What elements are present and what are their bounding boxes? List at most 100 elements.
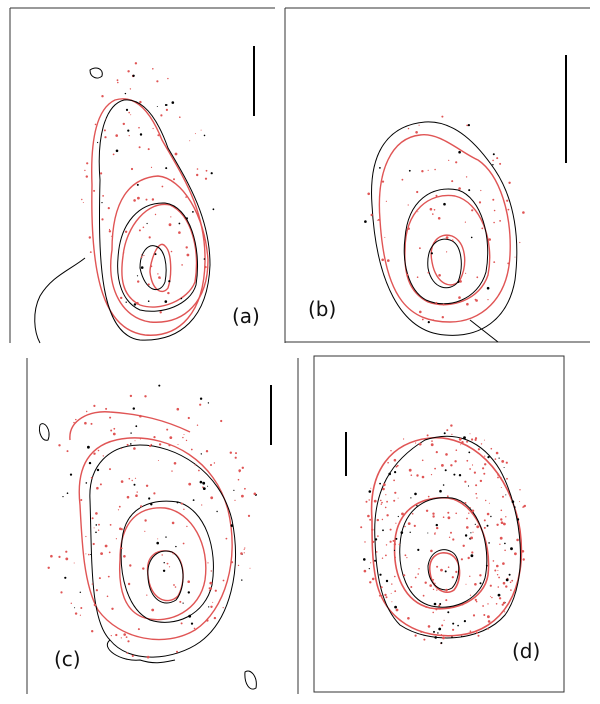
noise-dot [392, 539, 395, 542]
noise-dot [393, 543, 397, 546]
noise-dot [496, 523, 499, 526]
noise-dot [194, 464, 196, 466]
noise-dot [108, 230, 112, 233]
noise-dot [499, 536, 503, 540]
noise-dot [363, 569, 367, 573]
noise-dot [458, 474, 462, 477]
noise-dot [144, 530, 146, 532]
noise-dot [134, 62, 138, 65]
noise-dot [115, 538, 117, 540]
panel-b: (b) [284, 7, 590, 343]
noise-dot [375, 538, 378, 541]
noise-dot [188, 482, 192, 486]
noise-dot [234, 456, 237, 459]
noise-dot [418, 442, 422, 446]
noise-dot [496, 157, 499, 160]
noise-dot [461, 635, 463, 638]
noise-dot [493, 209, 496, 212]
noise-dot [134, 440, 136, 442]
noise-dot [421, 459, 424, 462]
noise-dot [463, 620, 466, 623]
noise-dot [516, 538, 519, 542]
noise-dot [73, 562, 75, 564]
noise-dot [483, 614, 486, 616]
noise-dot [109, 416, 112, 419]
noise-dot [183, 508, 185, 510]
noise-dot [230, 561, 234, 564]
noise-dot [178, 222, 181, 225]
noise-dot [502, 601, 506, 605]
noise-dot [91, 517, 94, 520]
noise-dot [393, 479, 395, 482]
noise-dot [394, 590, 397, 593]
noise-dot [432, 515, 435, 518]
noise-dot [394, 605, 397, 609]
noise-dot [504, 542, 506, 545]
noise-dot [404, 554, 407, 557]
noise-dot [469, 433, 471, 435]
noise-dot [212, 601, 214, 603]
noise-dot [442, 484, 445, 486]
noise-dot [410, 586, 413, 588]
noise-dot [492, 164, 494, 166]
noise-dot [509, 581, 512, 584]
noise-dot [427, 495, 430, 498]
noise-dot [210, 496, 214, 500]
noise-dot [427, 625, 431, 628]
panel-c-black-contours [39, 423, 257, 690]
noise-dot [243, 548, 245, 550]
noise-dot [474, 583, 477, 586]
noise-dot [430, 252, 433, 255]
noise-dot [85, 482, 88, 484]
noise-dot [249, 567, 251, 569]
noise-dot [229, 451, 232, 454]
noise-dot [199, 403, 202, 406]
noise-dot [170, 250, 173, 253]
noise-dot [131, 654, 134, 658]
noise-dot [427, 321, 430, 324]
noise-dot [50, 554, 53, 558]
noise-dot [145, 484, 149, 487]
noise-dot [148, 236, 151, 239]
noise-dot [481, 227, 484, 230]
noise-dot [441, 464, 444, 467]
noise-dot [95, 512, 98, 515]
noise-dot [486, 524, 489, 527]
noise-dot [104, 544, 108, 548]
noise-dot [234, 499, 236, 501]
noise-dot [158, 384, 161, 387]
noise-dot [160, 114, 163, 117]
noise-dot [487, 456, 490, 459]
noise-dot [138, 126, 140, 129]
noise-dot [200, 453, 202, 455]
noise-dot [486, 512, 490, 516]
noise-dot [123, 555, 126, 558]
noise-dot [479, 574, 482, 577]
noise-dot [393, 499, 396, 502]
noise-dot [463, 436, 466, 440]
noise-dot [157, 273, 159, 275]
noise-dot [107, 575, 110, 578]
noise-dot [144, 519, 147, 522]
noise-dot [436, 526, 439, 530]
noise-dot [159, 277, 161, 279]
noise-dot [471, 438, 474, 441]
noise-dot [483, 526, 486, 529]
noise-dot [466, 440, 469, 443]
noise-dot [457, 624, 459, 627]
noise-dot [464, 221, 466, 223]
noise-dot [85, 535, 87, 538]
noise-dot [105, 118, 107, 120]
noise-dot [204, 177, 208, 180]
noise-dot [472, 614, 476, 617]
noise-dot [406, 557, 408, 559]
noise-dot [74, 607, 76, 609]
noise-dot [488, 238, 492, 241]
noise-dot [95, 524, 98, 526]
noise-dot [157, 538, 159, 540]
noise-dot [381, 557, 384, 559]
noise-dot [93, 603, 97, 607]
noise-dot [367, 514, 370, 518]
noise-dot [110, 635, 112, 637]
noise-dot [60, 591, 63, 594]
